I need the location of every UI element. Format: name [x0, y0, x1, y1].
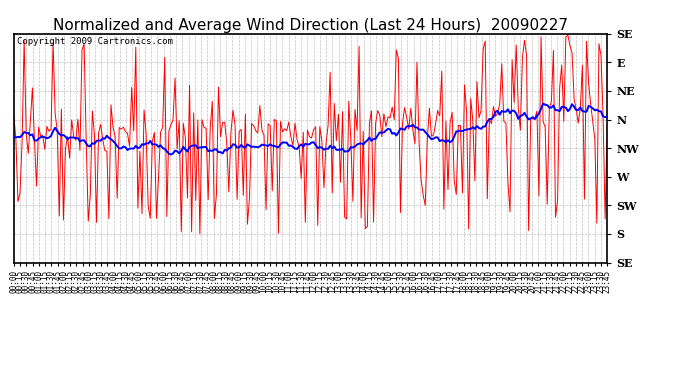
Text: Copyright 2009 Cartronics.com: Copyright 2009 Cartronics.com: [17, 37, 172, 46]
Title: Normalized and Average Wind Direction (Last 24 Hours)  20090227: Normalized and Average Wind Direction (L…: [53, 18, 568, 33]
